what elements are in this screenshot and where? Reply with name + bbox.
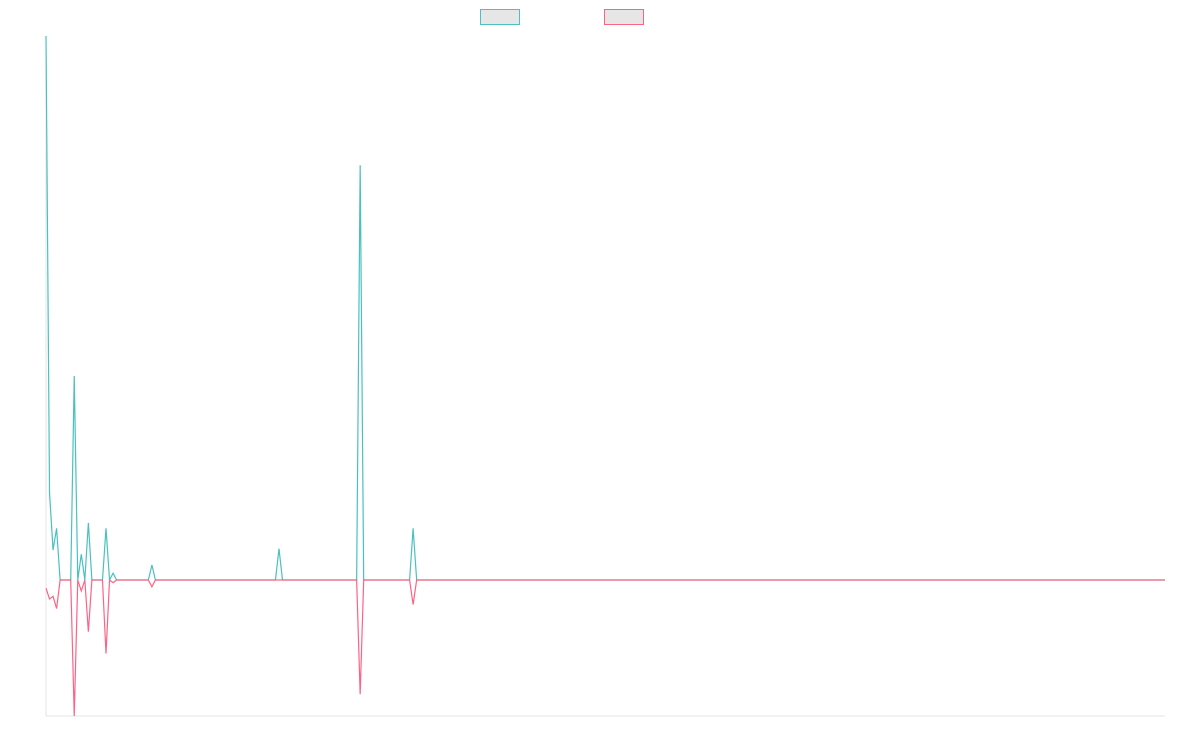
series-layer (45, 35, 1165, 717)
series-line-2 (45, 578, 1165, 717)
axes (45, 36, 1165, 717)
legend-swatch-series-1[interactable] (480, 9, 520, 25)
series-line-1 (45, 35, 1165, 583)
legend-swatch-series-2[interactable] (604, 9, 644, 25)
